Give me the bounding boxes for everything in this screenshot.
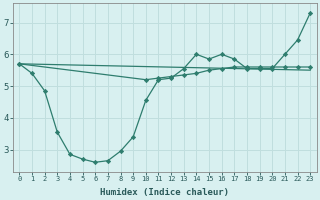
X-axis label: Humidex (Indice chaleur): Humidex (Indice chaleur) xyxy=(100,188,229,197)
